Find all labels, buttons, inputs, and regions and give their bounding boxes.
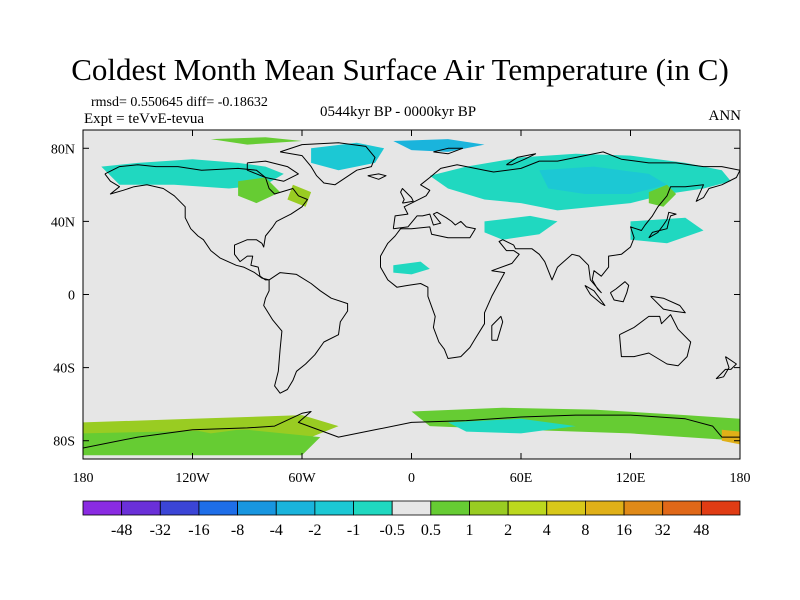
stats-label: rmsd= 0.550645 diff= -0.18632 (91, 95, 268, 110)
colorbar-swatch (585, 500, 625, 516)
anomaly-region-greenland-cold (311, 142, 385, 171)
coastline-south-america (263, 272, 349, 394)
colorbar-swatch (700, 500, 741, 516)
colorbar-swatch (623, 500, 664, 516)
experiment-label: Expt = teVvE-tevua (84, 111, 205, 127)
anomaly-region-north-america-cold (101, 159, 284, 189)
colorbar-swatch (662, 500, 702, 516)
y-tick-label: 40S (53, 362, 75, 377)
colorbar-label: 32 (655, 522, 671, 539)
colorbar-label: 2 (504, 522, 512, 539)
colorbar-label: -2 (308, 522, 321, 539)
x-tick-label: 120W (175, 471, 210, 486)
anomaly-region-antarctic-warm-2 (156, 418, 266, 434)
colorbar-label: 4 (543, 522, 551, 539)
x-tick-label: 120E (616, 471, 646, 486)
coastline-baffin (246, 160, 299, 182)
coastline-japan (648, 211, 677, 239)
page-title: Coldest Month Mean Surface Air Temperatu… (71, 52, 729, 87)
colorbar-swatch (275, 500, 316, 516)
coastline-britain (400, 188, 414, 204)
colorbar-label: -48 (111, 522, 132, 539)
season-label: ANN (708, 108, 742, 124)
anomaly-region-southern-ocean-warm-2 (411, 407, 740, 441)
coastline-sumatra (584, 284, 606, 306)
period-label: 0544kyr BP - 0000kyr BP (320, 104, 477, 120)
y-tick-label: 0 (68, 289, 75, 304)
colorbar-swatch (353, 500, 393, 516)
colorbar-label: -0.5 (380, 522, 405, 539)
colorbar-label: 48 (693, 522, 709, 539)
colorbar-label: -32 (150, 522, 171, 539)
colorbar-swatch (469, 500, 509, 516)
coastline-antarctica (83, 411, 740, 449)
anomaly-region-central-asia-cold (539, 166, 667, 194)
y-tick-label: 40N (51, 215, 75, 230)
colorbar-label: 16 (616, 522, 632, 539)
coastline-new-guinea (650, 295, 686, 314)
coastline-north-america (104, 164, 308, 281)
coastline-svalbard (433, 147, 464, 155)
colorbar-swatch (391, 500, 432, 516)
coastline-borneo (609, 281, 630, 303)
colorbar-swatch (159, 500, 200, 516)
coastline-new-zealand (715, 356, 737, 380)
coastline-madagascar (491, 315, 504, 341)
colorbar-label: -8 (231, 522, 244, 539)
colorbar-swatch (546, 500, 586, 516)
anomaly-region-pacific-cold (630, 217, 704, 244)
coastline-novaya-zemlya (506, 153, 537, 166)
coastline-greenland (279, 142, 376, 186)
coastline-eurasia-africa (380, 151, 740, 359)
anomaly-region-hudson-warm (238, 177, 281, 204)
colorbar-label: 8 (581, 522, 589, 539)
colorbar-swatch (237, 500, 277, 516)
x-tick-label: 0 (408, 471, 415, 486)
anomaly-region-mideast-cold (484, 215, 558, 240)
coastline-iceland (367, 173, 387, 180)
colorbar-label: -1 (347, 522, 360, 539)
x-tick-label: 60E (510, 471, 533, 486)
colorbar-swatch (121, 500, 161, 516)
anomaly-region-antarctic-warm (83, 429, 321, 456)
anomaly-region-africa-cold (393, 261, 430, 275)
colorbar-label: -4 (270, 522, 283, 539)
colorbar-label: 1 (465, 522, 473, 539)
anomaly-layer (83, 137, 740, 456)
coastline-layer (83, 142, 740, 449)
y-tick-label: 80S (53, 435, 75, 450)
colorbar: -48 -32 -16 -8 -4 -2 -1 -0.5 0.5 1 2 4 8 16 32 48 (82, 500, 741, 539)
x-tick-label: 180 (73, 471, 94, 486)
colorbar-swatch (430, 500, 470, 516)
x-tick-label: 60W (288, 471, 316, 486)
colorbar-label: -16 (188, 522, 209, 539)
anomaly-region-southern-ocean-cold (448, 418, 576, 434)
anomaly-region-arctic-warm (210, 137, 302, 145)
colorbar-swatch (82, 500, 123, 516)
x-tick-label: 180 (730, 471, 751, 486)
colorbar-label: 0.5 (421, 522, 441, 539)
coastline-australia (619, 314, 692, 367)
colorbar-swatch (314, 500, 354, 516)
colorbar-swatch (198, 500, 238, 516)
y-tick-label: 80N (51, 142, 75, 157)
colorbar-swatch (507, 500, 548, 516)
axis-ticks: 180 120W 60W 0 60E 120E 180 80N 40N 0 40S 80S (51, 130, 751, 486)
